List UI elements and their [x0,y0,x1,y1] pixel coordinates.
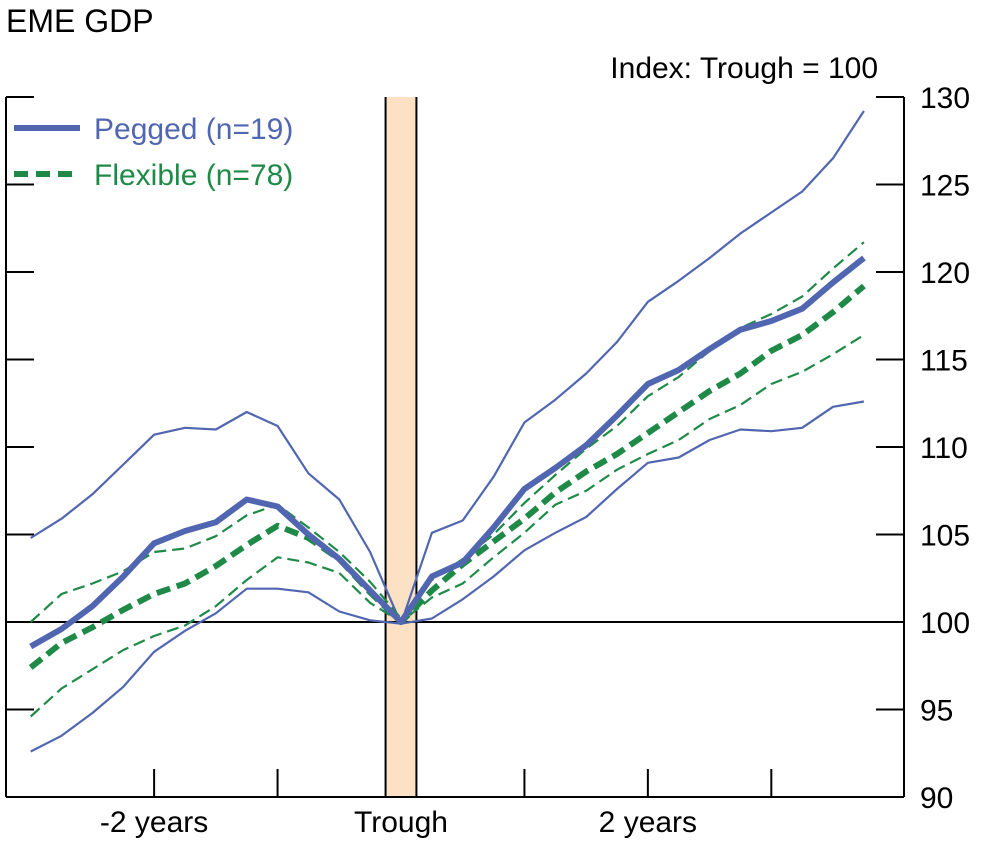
y-tick-label: 90 [920,782,953,815]
series-layer [28,110,866,753]
y-tick-label: 95 [920,695,953,728]
y-tick-label: 100 [920,607,970,640]
legend: Pegged (n=19) Flexible (n=78) [14,113,293,192]
flexible-lower-line [29,334,865,718]
y-tick-label: 130 [920,82,970,115]
chart-title: EME GDP [6,3,154,39]
axis-ticks: 90 95 100 105 110 115 120 125 130 -2 years Trough 2… [6,82,970,839]
pegged-lower-line [30,400,865,753]
legend-label-pegged: Pegged (n=19) [94,113,293,146]
y-tick-label: 115 [920,345,968,378]
y-tick-label: 125 [920,170,970,203]
chart-subtitle: Index: Trough = 100 [610,52,878,85]
trough-shading-layer [384,97,418,797]
pegged-upper-line [30,110,865,625]
x-tick-label: 2 years [599,806,697,839]
x-tick-label: -2 years [100,806,208,839]
y-tick-label: 105 [920,520,970,553]
y-tick-label: 110 [920,432,968,465]
flexible-upper-line [29,241,865,623]
y-tick-label: 120 [920,257,970,290]
x-tick-label: Trough [354,806,448,839]
flexible-median-line [28,283,866,670]
legend-label-flexible: Flexible (n=78) [94,159,293,192]
trough-band [385,97,417,797]
pegged-median-line [29,255,866,650]
